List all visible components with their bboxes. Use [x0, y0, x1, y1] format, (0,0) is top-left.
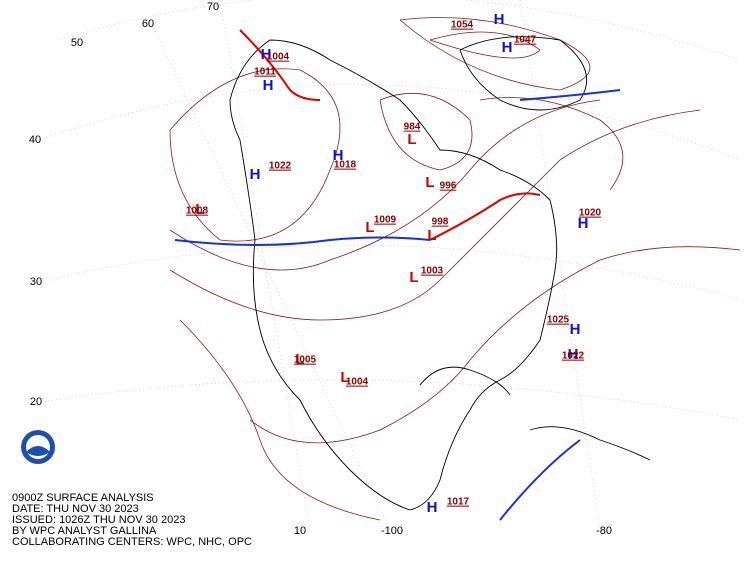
high-symbol: H: [261, 46, 272, 63]
caption-line: COLLABORATING CENTERS: WPC, NHC, OPC: [12, 536, 252, 548]
lat-line: [39, 244, 741, 301]
cold-front: [519, 89, 621, 101]
high-pressure: 1020: [579, 208, 602, 219]
grid-label: 50: [71, 37, 83, 49]
grid-label: -80: [596, 525, 612, 537]
grid-label: -100: [381, 525, 403, 537]
low-symbol: L: [407, 131, 416, 148]
logo-bird: [26, 446, 50, 456]
high-symbol: H: [494, 11, 505, 28]
fronts: [174, 29, 621, 521]
grid-label: 60: [142, 18, 154, 30]
high-symbol: H: [427, 499, 438, 516]
isobar: [169, 109, 701, 321]
coastlines: [229, 36, 651, 511]
low-pressure: 1004: [346, 377, 369, 388]
low-symbol: L: [195, 201, 204, 218]
cold-front: [174, 236, 431, 246]
grid-label: 40: [29, 134, 41, 146]
low-pressure: 1008: [186, 206, 209, 217]
isobar: [399, 17, 591, 91]
isobar: [479, 97, 624, 191]
low-symbol: L: [365, 219, 374, 236]
low-symbol: L: [340, 369, 349, 386]
lon-line: [149, 19, 391, 531]
high-pressure: 1022: [562, 351, 585, 362]
warm-front: [429, 192, 541, 241]
low-pressure: 996: [440, 181, 457, 192]
isobar: [249, 246, 741, 444]
cold-front: [499, 439, 581, 521]
low-pressure: 1005: [294, 355, 317, 366]
grid-label: 30: [30, 276, 42, 288]
warm-front: [239, 29, 321, 101]
low-symbol: L: [425, 174, 434, 191]
lat-line: [39, 379, 741, 421]
high-pressure: 1047: [514, 35, 537, 46]
low-pressure: 998: [432, 217, 449, 228]
lon-line: [219, 0, 311, 531]
grid-label: 20: [30, 396, 42, 408]
caribbean: [529, 426, 651, 461]
high-pressure: 1018: [334, 160, 357, 171]
high-symbol: H: [568, 346, 579, 363]
graticule: [39, 0, 741, 531]
caption-line: BY WPC ANALYST GALLINA: [12, 525, 157, 537]
low-symbol: L: [427, 227, 436, 244]
low-pressure: 1003: [421, 266, 444, 277]
high-pressure: 1017: [447, 497, 470, 508]
grid-label: 70: [207, 1, 219, 13]
high-symbol: H: [502, 39, 513, 56]
low-pressure: 984: [404, 122, 421, 133]
caption-line: ISSUED: 1026Z THU NOV 30 2023: [12, 514, 185, 526]
gulf-coast: [419, 366, 511, 396]
high-pressure: 1004: [267, 52, 290, 63]
lon-line: [519, 0, 601, 531]
high-pressure: 1011: [254, 67, 276, 78]
lat-line: [59, 0, 741, 61]
greenland: [459, 36, 588, 111]
high-symbol: H: [570, 321, 581, 338]
high-symbol: H: [578, 215, 589, 232]
lat-line: [39, 84, 741, 161]
high-symbol: H: [250, 166, 261, 183]
low-pressure: 1009: [374, 215, 397, 226]
high-symbol: H: [333, 147, 344, 164]
isobar: [179, 319, 381, 521]
isobars: [169, 17, 741, 521]
low-symbol: L: [409, 269, 418, 286]
high-pressure: 1022: [269, 161, 292, 172]
high-pressure: 1025: [547, 315, 570, 326]
high-symbol: H: [263, 77, 274, 94]
high-pressure: 1054: [451, 20, 474, 31]
grid-label: 10: [294, 525, 306, 537]
low-symbol: L: [295, 351, 304, 368]
isobar: [379, 92, 473, 171]
caption-line: DATE: THU NOV 30 2023: [12, 503, 139, 515]
continent-outline: [229, 39, 558, 511]
caption-line: 0900Z SURFACE ANALYSIS: [12, 492, 154, 504]
isobar: [429, 31, 541, 59]
isobar: [169, 68, 341, 242]
noaa-logo: [21, 430, 55, 464]
